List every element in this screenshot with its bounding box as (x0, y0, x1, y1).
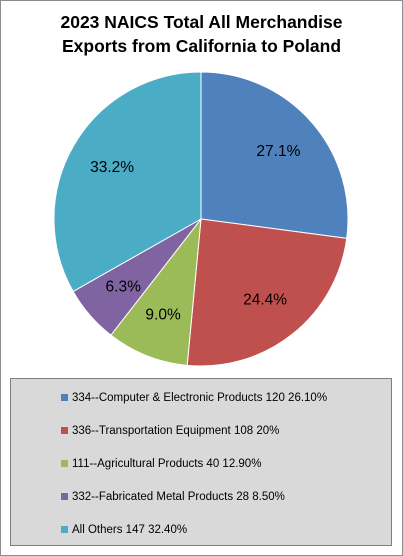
legend-swatch-3 (61, 493, 68, 500)
legend-item-1: 336--Transportation Equipment 108 20% (61, 423, 279, 439)
legend-label-0: 334--Computer & Electronic Products 120 … (72, 392, 328, 404)
legend-item-4: All Others 147 32.40% (61, 522, 187, 538)
data-label-3: 6.3% (106, 278, 142, 295)
legend: 334--Computer & Electronic Products 120 … (10, 378, 392, 546)
pie-slice-4 (53, 71, 202, 293)
legend-item-0: 334--Computer & Electronic Products 120 … (61, 390, 327, 406)
chart-title: 2023 NAICS Total All Merchandise Exports… (60, 12, 343, 56)
legend-swatch-2 (61, 460, 68, 467)
legend-label-1: 336--Transportation Equipment 108 20% (72, 425, 280, 437)
legend-label-4: All Others 147 32.40% (72, 524, 188, 536)
legend-item-2: 111--Agricultural Products 40 12.90% (61, 456, 261, 472)
pie-slice-0 (200, 71, 349, 239)
legend-item-3: 332--Fabricated Metal Products 28 8.50% (61, 489, 285, 505)
legend-swatch-4 (61, 526, 68, 533)
pie-slice-2 (110, 217, 202, 366)
data-label-1: 24.4% (243, 292, 287, 309)
legend-label-3: 332--Fabricated Metal Products 28 8.50% (72, 491, 285, 503)
data-label-4: 33.2% (90, 159, 134, 176)
legend-label-2: 111--Agricultural Products 40 12.90% (72, 458, 262, 470)
legend-swatch-0 (61, 394, 68, 401)
pie-slice-1 (186, 218, 348, 367)
data-label-0: 27.1% (256, 143, 300, 160)
legend-swatch-1 (61, 427, 68, 434)
data-label-2: 9.0% (145, 307, 181, 324)
